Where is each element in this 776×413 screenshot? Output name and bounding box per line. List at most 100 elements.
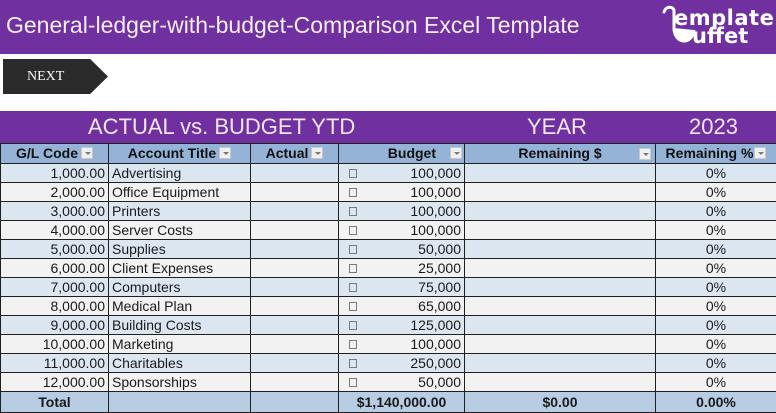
remaining-percent-cell[interactable]: 0% — [655, 296, 776, 316]
actual-cell[interactable] — [250, 372, 339, 392]
gl-code-cell[interactable]: 9,000.00 — [0, 315, 109, 335]
ledger-table: G/L Code Account Title Actual Budget Rem… — [0, 143, 776, 413]
remaining-amount-cell[interactable] — [464, 277, 656, 297]
remaining-percent-cell[interactable]: 0% — [655, 239, 776, 259]
actual-cell[interactable] — [250, 239, 339, 259]
year-value[interactable]: 2023 — [689, 114, 738, 139]
gl-code-cell[interactable]: 5,000.00 — [0, 239, 109, 259]
remaining-percent-cell[interactable]: 0% — [655, 220, 776, 240]
table-row: 9,000.00 Building Costs 125,000 0% — [0, 315, 776, 335]
remaining-percent-cell[interactable]: 0% — [655, 353, 776, 373]
total-account-cell — [108, 391, 251, 413]
gl-code-cell[interactable]: 4,000.00 — [0, 220, 109, 240]
remaining-percent-cell[interactable]: 0% — [655, 201, 776, 221]
account-title-cell[interactable]: Advertising — [108, 163, 251, 183]
remaining-percent-cell[interactable]: 0% — [655, 258, 776, 278]
remaining-amount-cell[interactable] — [464, 258, 656, 278]
checkbox-glyph-icon — [349, 188, 357, 197]
account-title-cell[interactable]: Printers — [108, 201, 251, 221]
budget-cell[interactable]: 100,000 — [338, 201, 465, 221]
gl-code-cell[interactable]: 8,000.00 — [0, 296, 109, 316]
gl-code-cell[interactable]: 2,000.00 — [0, 182, 109, 202]
budget-cell[interactable]: 100,000 — [338, 220, 465, 240]
remaining-percent-cell[interactable]: 0% — [655, 315, 776, 335]
remaining-amount-cell[interactable] — [464, 334, 656, 354]
table-row: 12,000.00 Sponsorships 50,000 0% — [0, 372, 776, 392]
table-row: 6,000.00 Client Expenses 25,000 0% — [0, 258, 776, 278]
remaining-amount-cell[interactable] — [464, 296, 656, 316]
column-header-remaining-amount: Remaining $ — [464, 143, 656, 164]
gl-code-cell[interactable]: 12,000.00 — [0, 372, 109, 392]
table-row: 10,000.00 Marketing 100,000 0% — [0, 334, 776, 354]
account-title-cell[interactable]: Charitables — [108, 353, 251, 373]
account-title-cell[interactable]: Client Expenses — [108, 258, 251, 278]
filter-dropdown-icon[interactable] — [311, 147, 324, 160]
next-button[interactable]: NEXT — [3, 59, 108, 94]
filter-dropdown-icon[interactable] — [80, 147, 93, 160]
remaining-percent-cell[interactable]: 0% — [655, 277, 776, 297]
actual-cell[interactable] — [250, 353, 339, 373]
budget-cell[interactable]: 65,000 — [338, 296, 465, 316]
remaining-amount-cell[interactable] — [464, 163, 656, 183]
filter-dropdown-icon[interactable] — [639, 148, 651, 160]
header-row: G/L Code Account Title Actual Budget Rem… — [0, 143, 776, 164]
actual-cell[interactable] — [250, 277, 339, 297]
checkbox-glyph-icon — [349, 283, 357, 292]
gl-code-cell[interactable]: 7,000.00 — [0, 277, 109, 297]
actual-cell[interactable] — [250, 296, 339, 316]
remaining-amount-cell[interactable] — [464, 315, 656, 335]
budget-cell[interactable]: 50,000 — [338, 239, 465, 259]
remaining-amount-cell[interactable] — [464, 201, 656, 221]
account-title-cell[interactable]: Medical Plan — [108, 296, 251, 316]
budget-cell[interactable]: 100,000 — [338, 334, 465, 354]
remaining-percent-cell[interactable]: 0% — [655, 163, 776, 183]
remaining-amount-cell[interactable] — [464, 182, 656, 202]
actual-cell[interactable] — [250, 201, 339, 221]
actual-cell[interactable] — [250, 258, 339, 278]
budget-cell[interactable]: 250,000 — [338, 353, 465, 373]
budget-cell[interactable]: 125,000 — [338, 315, 465, 335]
budget-cell[interactable]: 50,000 — [338, 372, 465, 392]
actual-cell[interactable] — [250, 334, 339, 354]
filter-dropdown-icon[interactable] — [219, 147, 232, 160]
remaining-percent-cell[interactable]: 0% — [655, 182, 776, 202]
account-title-cell[interactable]: Server Costs — [108, 220, 251, 240]
account-title-cell[interactable]: Marketing — [108, 334, 251, 354]
gl-code-cell[interactable]: 11,000.00 — [0, 353, 109, 373]
account-title-cell[interactable]: Computers — [108, 277, 251, 297]
year-label: YEAR — [527, 114, 587, 139]
remaining-percent-cell[interactable]: 0% — [655, 334, 776, 354]
account-title-cell[interactable]: Building Costs — [108, 315, 251, 335]
gl-code-cell[interactable]: 1,000.00 — [0, 163, 109, 183]
budget-cell[interactable]: 100,000 — [338, 163, 465, 183]
column-header-budget: Budget — [338, 143, 465, 164]
budget-cell[interactable]: 75,000 — [338, 277, 465, 297]
remaining-percent-cell[interactable]: 0% — [655, 372, 776, 392]
remaining-amount-cell[interactable] — [464, 239, 656, 259]
actual-cell[interactable] — [250, 220, 339, 240]
actual-cell[interactable] — [250, 182, 339, 202]
actual-cell[interactable] — [250, 163, 339, 183]
account-title-cell[interactable]: Supplies — [108, 239, 251, 259]
table-row: 8,000.00 Medical Plan 65,000 0% — [0, 296, 776, 316]
actual-cell[interactable] — [250, 315, 339, 335]
account-title-cell[interactable]: Office Equipment — [108, 182, 251, 202]
gl-code-cell[interactable]: 10,000.00 — [0, 334, 109, 354]
remaining-amount-cell[interactable] — [464, 220, 656, 240]
total-actual-cell — [250, 391, 339, 413]
filter-dropdown-icon[interactable] — [754, 147, 767, 160]
budget-cell[interactable]: 25,000 — [338, 258, 465, 278]
column-header-account-title: Account Title — [108, 143, 251, 164]
remaining-amount-cell[interactable] — [464, 372, 656, 392]
remaining-amount-cell[interactable] — [464, 353, 656, 373]
ladle-icon — [662, 5, 696, 43]
table-row: 11,000.00 Charitables 250,000 0% — [0, 353, 776, 373]
filter-dropdown-icon[interactable] — [450, 147, 462, 160]
gl-code-cell[interactable]: 3,000.00 — [0, 201, 109, 221]
account-title-cell[interactable]: Sponsorships — [108, 372, 251, 392]
total-remaining-amount-cell: $0.00 — [464, 391, 656, 413]
table-row: 7,000.00 Computers 75,000 0% — [0, 277, 776, 297]
gl-code-cell[interactable]: 6,000.00 — [0, 258, 109, 278]
budget-cell[interactable]: 100,000 — [338, 182, 465, 202]
checkbox-glyph-icon — [349, 378, 357, 387]
